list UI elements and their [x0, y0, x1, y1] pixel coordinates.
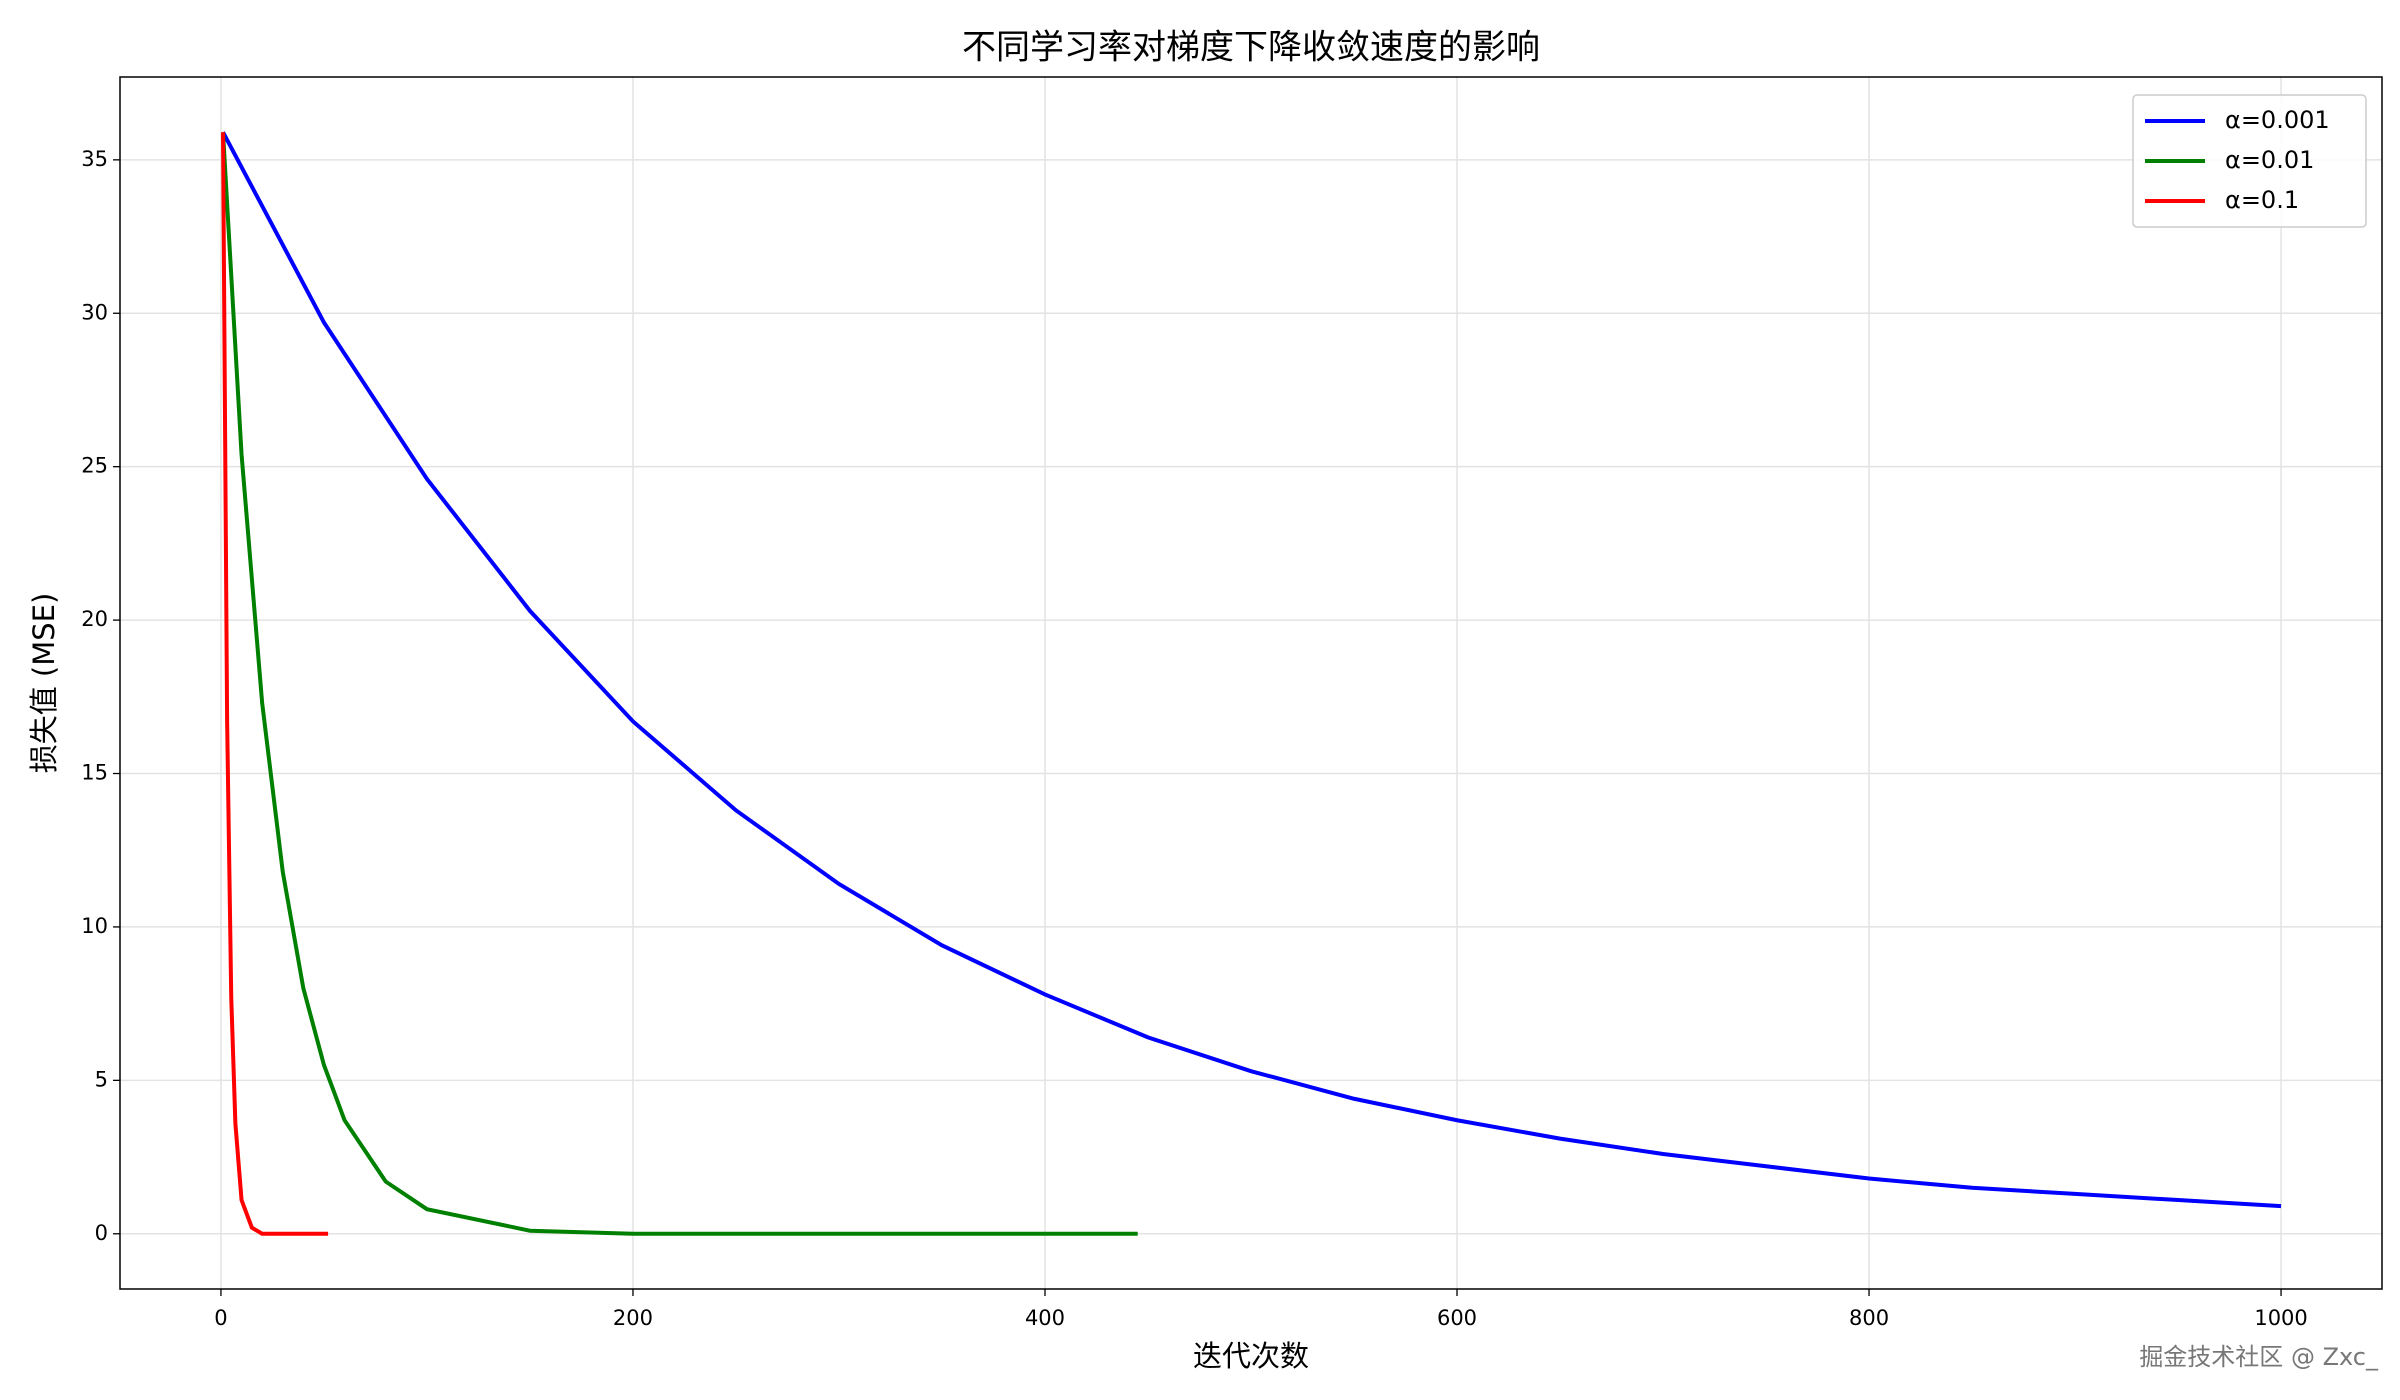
x-tick-label: 0: [214, 1306, 227, 1330]
y-tick-label: 25: [81, 454, 108, 478]
line-series: [221, 131, 2282, 1209]
y-tick-label: 5: [95, 1067, 108, 1091]
y-tick-label: 0: [95, 1221, 108, 1245]
legend-label: α=0.001: [2225, 106, 2330, 134]
y-tick-label: 20: [81, 607, 108, 631]
x-tick-label: 600: [1437, 1306, 1477, 1330]
line-series: [221, 132, 329, 1236]
x-tick-label: 1000: [2254, 1306, 2307, 1330]
x-axis-label: 迭代次数: [1193, 1339, 1309, 1373]
y-tick-label: 35: [81, 147, 108, 171]
y-axis-label: 损失值 (MSE): [27, 593, 61, 774]
axes-frame: [119, 76, 2383, 1290]
legend-label: α=0.01: [2225, 146, 2314, 174]
legend-label: α=0.1: [2225, 186, 2299, 214]
x-tick-label: 800: [1849, 1306, 1889, 1330]
chart-title: 不同学习率对梯度下降收敛速度的影响: [962, 28, 1540, 68]
line-series: [221, 132, 1138, 1236]
x-tick-label: 200: [613, 1306, 653, 1330]
legend-box: [2132, 94, 2367, 228]
watermark: 掘金技术社区 @ Zxc_: [2139, 1343, 2379, 1371]
x-tick-label: 400: [1025, 1306, 1065, 1330]
y-tick-label: 15: [81, 761, 108, 785]
y-tick-label: 10: [81, 914, 108, 938]
y-tick-label: 30: [81, 300, 108, 324]
